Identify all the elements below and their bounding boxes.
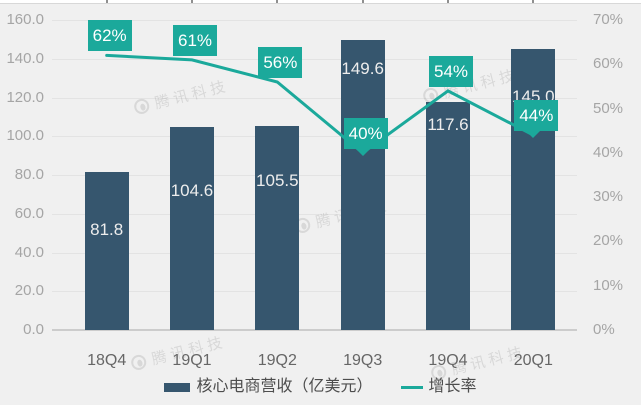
top-axis-tick	[532, 0, 535, 3]
left-axis-tick-label: 0.0	[23, 321, 44, 338]
top-axis-tick	[105, 0, 108, 3]
tencent-logo-icon	[132, 97, 151, 116]
right-axis-tick-label: 50%	[593, 100, 624, 117]
gridline	[52, 20, 577, 21]
legend: 核心电商营收（亿美元） 增长率	[0, 374, 641, 400]
gridline	[52, 136, 577, 137]
bar-value-label: 149.6	[341, 59, 384, 78]
revenue-bar	[426, 102, 470, 330]
x-axis-category-label: 19Q4	[428, 352, 468, 369]
callout-pointer	[354, 148, 371, 156]
top-axis-tick	[447, 0, 449, 3]
growth-rate-callout: 54%	[429, 56, 473, 87]
x-axis-category-label: 18Q4	[87, 352, 127, 369]
watermark-text: 腾讯科技	[153, 77, 231, 113]
revenue-bar	[255, 126, 300, 330]
left-axis-tick-label: 20.0	[14, 282, 44, 299]
x-axis-line	[52, 329, 577, 331]
x-axis-category-label: 20Q1	[513, 352, 553, 369]
top-axis-tick	[191, 0, 193, 3]
right-axis-tick-label: 40%	[593, 144, 624, 161]
growth-rate-callout: 44%	[514, 100, 559, 131]
bar-value-label: 104.6	[170, 181, 214, 200]
callout-pointer	[525, 130, 542, 138]
top-axis-strip	[0, 0, 641, 4]
left-axis-tick-label: 40.0	[14, 244, 44, 261]
left-axis-tick-label: 100.0	[6, 127, 44, 144]
legend-bar-swatch	[164, 382, 191, 392]
gridline	[52, 98, 577, 99]
right-axis-tick-label: 30%	[593, 188, 624, 205]
left-axis-tick-label: 140.0	[6, 50, 44, 67]
right-axis-tick-label: 70%	[593, 11, 624, 28]
gridline	[52, 253, 577, 254]
growth-rate-callout: 40%	[343, 118, 388, 149]
right-axis-tick-label: 20%	[593, 232, 624, 249]
gridline	[52, 59, 577, 60]
left-axis-tick-label: 60.0	[14, 205, 44, 222]
x-axis-category-label: 19Q3	[343, 352, 383, 369]
revenue-bar	[84, 172, 129, 330]
legend-line-series-label: 增长率	[428, 378, 477, 395]
watermark: 腾讯科技	[132, 75, 231, 119]
top-axis-tick	[276, 0, 279, 3]
legend-bar-series-label: 核心电商营收（亿美元）	[196, 378, 373, 395]
x-axis-category-label: 19Q2	[257, 352, 297, 369]
gridline	[52, 175, 577, 176]
revenue-bar	[170, 127, 214, 330]
left-axis-tick-label: 160.0	[6, 11, 44, 28]
growth-rate-callout: 61%	[173, 25, 217, 56]
legend-line-swatch	[400, 385, 423, 389]
growth-rate-callout: 62%	[87, 20, 132, 51]
bar-value-label: 81.8	[90, 220, 124, 239]
x-axis-category-label: 19Q1	[172, 352, 212, 369]
top-axis-tick	[361, 0, 364, 3]
growth-rate-callout: 56%	[258, 47, 303, 78]
gridline	[52, 214, 577, 215]
left-axis-tick-label: 80.0	[14, 166, 44, 183]
right-axis-tick-label: 0%	[593, 321, 615, 338]
bar-value-label: 117.6	[427, 115, 469, 134]
left-axis-tick-label: 120.0	[6, 89, 44, 106]
right-axis-tick-label: 10%	[593, 277, 624, 294]
gridline	[52, 291, 577, 292]
bar-value-label: 105.5	[256, 171, 299, 190]
revenue-bar	[340, 40, 385, 330]
right-axis-tick-label: 60%	[593, 55, 624, 72]
